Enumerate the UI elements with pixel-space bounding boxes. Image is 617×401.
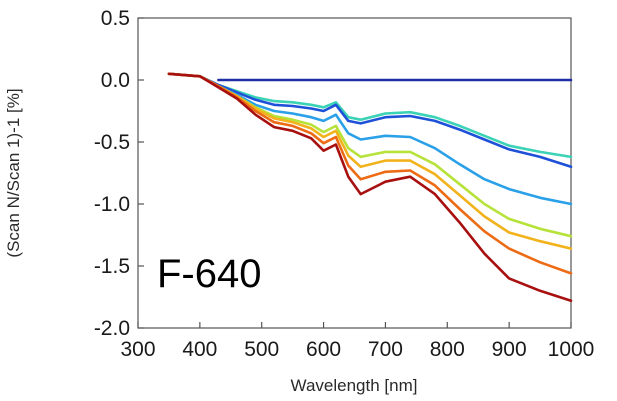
- x-tick-label: 1000: [548, 338, 595, 361]
- plot-area-frame: [137, 17, 572, 329]
- y-axis-label: (Scan N/Scan 1)-1 [%]: [4, 88, 23, 257]
- x-tick-label: 700: [368, 338, 403, 361]
- y-tick-label: -1.5: [94, 255, 130, 278]
- y-tick-label: -0.5: [94, 131, 130, 154]
- x-axis-label: Wavelength [nm]: [291, 376, 418, 395]
- y-axis-ticks: 0.5 0.0 -0.5 -1.0 -1.5 -2.0: [94, 7, 144, 340]
- series-line-5: [167, 72, 573, 250]
- chart-annotation: F-640: [157, 252, 262, 296]
- x-tick-label: 300: [120, 338, 155, 361]
- series-line-6: [167, 72, 573, 275]
- y-tick-label: 0.5: [101, 7, 130, 30]
- x-tick-label: 500: [244, 338, 279, 361]
- x-axis-ticks: 300 400 500 600 700 800 900 1000: [120, 322, 594, 361]
- x-tick-label: 900: [492, 338, 527, 361]
- x-tick-label: 600: [306, 338, 341, 361]
- y-tick-label: 0.0: [101, 69, 130, 92]
- series-line-2: [167, 72, 573, 169]
- y-tick-label: -2.0: [94, 317, 130, 340]
- x-tick-label: 800: [430, 338, 465, 361]
- x-tick-label: 400: [182, 338, 217, 361]
- series-line-1: [167, 72, 573, 159]
- y-tick-label: -1.0: [94, 193, 130, 216]
- series-layer: [167, 72, 573, 302]
- series-line-4: [167, 72, 573, 238]
- series-line-7: [167, 72, 573, 302]
